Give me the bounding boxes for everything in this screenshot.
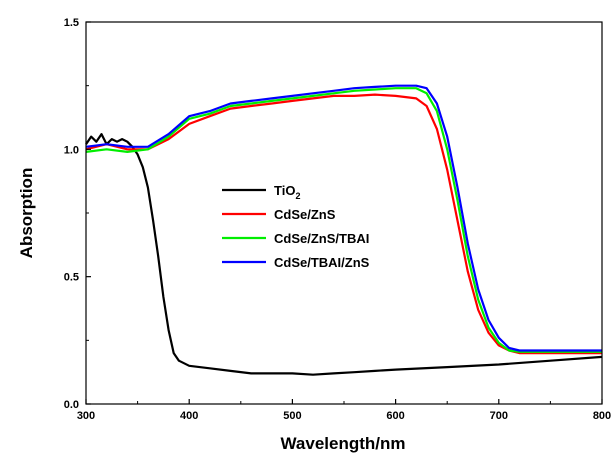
axes: 300 400 500 600 700 800 0.0 0.5 1.0 1.5 [64, 17, 611, 422]
x-tick-label: 800 [593, 410, 611, 422]
series-line-1 [85, 93, 602, 355]
legend: TiO2 CdSe/ZnS CdSe/ZnS/TBAI CdSe/TBAI/ZnS [222, 183, 370, 270]
legend-label-2: CdSe/ZnS/TBAI [274, 231, 369, 246]
y-tick-label: 0.5 [64, 272, 79, 284]
x-tick-label: 400 [180, 410, 198, 422]
y-tick-label: 0.0 [64, 399, 79, 411]
series-line-0 [85, 133, 603, 376]
legend-label-1: CdSe/ZnS [274, 207, 336, 222]
series-line-2 [85, 87, 602, 353]
x-tick-label: 500 [283, 410, 301, 422]
x-tick-label: 700 [490, 410, 508, 422]
x-tick-label: 300 [77, 410, 95, 422]
y-axis-title: Absorption [17, 168, 36, 259]
x-tick-label: 600 [386, 410, 404, 422]
plot-area [85, 84, 603, 376]
y-tick-label: 1.0 [64, 144, 79, 156]
series-line-3 [85, 84, 602, 352]
y-tick-label: 1.5 [64, 17, 79, 29]
plot-frame [85, 21, 603, 405]
legend-label-3: CdSe/TBAI/ZnS [274, 255, 370, 270]
legend-label-0: TiO2 [274, 183, 300, 201]
x-axis-title: Wavelength/nm [281, 434, 406, 453]
